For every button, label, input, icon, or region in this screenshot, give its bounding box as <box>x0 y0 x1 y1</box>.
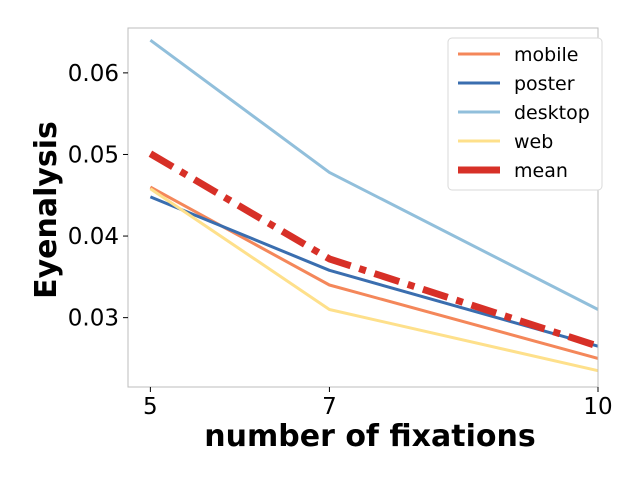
axis-ticks: 5 7 10 0.03 0.04 0.05 0.06 <box>68 61 613 420</box>
series-line-poster <box>149 195 599 348</box>
x-tick-label: 10 <box>583 394 612 420</box>
y-tick-label: 0.05 <box>68 142 119 168</box>
legend-label-desktop: desktop <box>514 102 590 124</box>
series-line-web <box>149 187 599 373</box>
x-axis-label: number of fixations <box>204 419 535 454</box>
y-axis-label: Eyenalysis <box>29 121 64 299</box>
plot-area <box>148 38 600 373</box>
x-tick-label: 5 <box>143 394 158 420</box>
y-tick-label: 0.04 <box>68 224 119 250</box>
y-tick-label: 0.03 <box>68 306 119 332</box>
series-line-mobile <box>149 185 599 360</box>
legend: mobile poster desktop web mean <box>447 37 603 191</box>
y-tick-label: 0.06 <box>68 61 119 87</box>
legend-label-web: web <box>514 131 553 153</box>
series-line-mean <box>148 150 600 350</box>
series-line-desktop <box>149 38 599 311</box>
legend-label-mobile: mobile <box>514 44 578 66</box>
legend-frame <box>447 37 603 191</box>
plot-frame <box>127 27 599 388</box>
legend-label-poster: poster <box>514 73 575 95</box>
x-tick-label: 7 <box>322 394 337 420</box>
legend-label-mean: mean <box>514 160 568 182</box>
